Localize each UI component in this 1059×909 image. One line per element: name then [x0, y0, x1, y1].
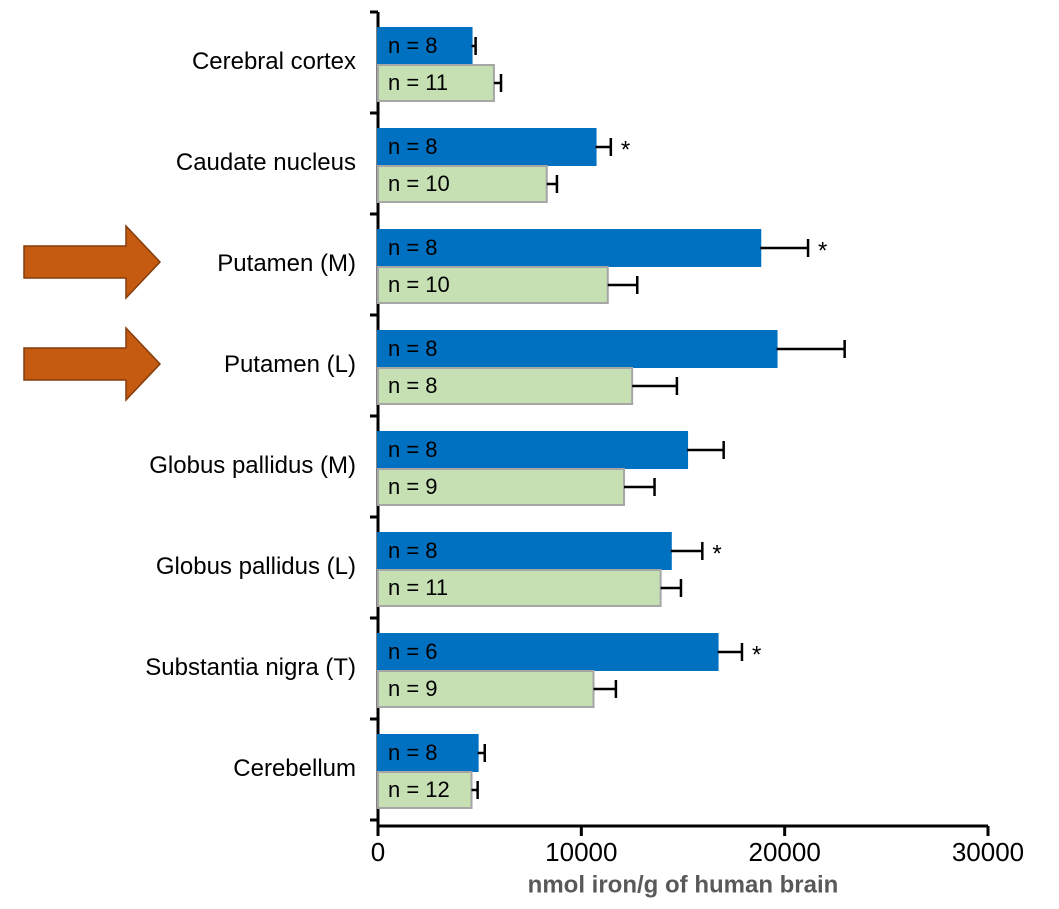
n-label: n = 9 [388, 474, 438, 499]
highlight-arrow [23, 326, 162, 402]
n-label: n = 8 [388, 235, 438, 260]
category-label: Putamen (L) [224, 351, 356, 378]
x-tick-label: 30000 [952, 837, 1024, 867]
n-label: n = 11 [388, 575, 448, 600]
category-label: Cerebral cortex [192, 48, 356, 75]
x-tick-label: 20000 [749, 837, 821, 867]
n-label: n = 8 [388, 336, 438, 361]
bar [377, 532, 672, 570]
n-label: n = 8 [388, 33, 438, 58]
n-label: n = 11 [388, 70, 448, 95]
bar [377, 633, 719, 671]
category-label: Putamen (M) [217, 250, 356, 277]
significance-mark: * [752, 641, 761, 668]
n-label: n = 8 [388, 134, 438, 159]
n-label: n = 6 [388, 639, 438, 664]
n-label: n = 9 [388, 676, 438, 701]
bar [377, 330, 778, 368]
category-label: Globus pallidus (M) [149, 452, 356, 479]
bar [377, 165, 548, 203]
bar [377, 266, 609, 304]
n-label: n = 12 [388, 777, 450, 802]
category-label: Caudate nucleus [176, 149, 356, 176]
n-label: n = 8 [388, 538, 438, 563]
bar [377, 27, 473, 65]
n-label: n = 8 [388, 437, 438, 462]
bar [377, 569, 662, 607]
n-label: n = 10 [388, 272, 450, 297]
highlight-arrow [23, 224, 162, 300]
category-label: Globus pallidus (L) [156, 553, 356, 580]
bar [377, 771, 473, 809]
bar [377, 128, 597, 166]
n-label: n = 10 [388, 171, 450, 196]
significance-mark: * [621, 136, 630, 163]
x-tick-label: 0 [371, 837, 385, 867]
bar [377, 670, 595, 708]
category-label: Cerebellum [233, 755, 356, 782]
significance-mark: * [818, 237, 827, 264]
significance-mark: * [712, 540, 721, 567]
x-tick-label: 10000 [545, 837, 617, 867]
bar [377, 367, 634, 405]
category-label: Substantia nigra (T) [145, 654, 356, 681]
n-label: n = 8 [388, 373, 438, 398]
x-axis-title: nmol iron/g of human brain [528, 871, 839, 898]
n-label: n = 8 [388, 740, 438, 765]
